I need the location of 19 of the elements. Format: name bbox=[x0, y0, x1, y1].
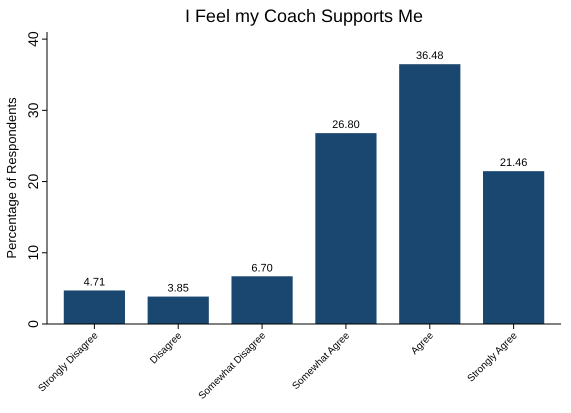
y-tick-label: 0 bbox=[25, 320, 41, 328]
bar bbox=[399, 64, 460, 324]
chart-title: I Feel my Coach Supports Me bbox=[184, 6, 424, 26]
bar bbox=[64, 290, 125, 324]
bar bbox=[315, 133, 377, 324]
data-label: 3.85 bbox=[168, 282, 189, 295]
y-axis-title: Percentage of Respondents bbox=[4, 96, 19, 259]
y-tick-label: 40 bbox=[25, 31, 41, 47]
data-label: 4.71 bbox=[84, 276, 106, 288]
bar bbox=[148, 296, 209, 324]
data-label: 26.80 bbox=[332, 119, 360, 132]
data-label: 21.46 bbox=[500, 157, 528, 170]
data-label: 6.70 bbox=[251, 262, 273, 274]
y-tick-label: 30 bbox=[25, 102, 41, 118]
y-tick-label: 10 bbox=[25, 244, 41, 261]
data-label: 36.48 bbox=[416, 50, 444, 62]
bar bbox=[483, 171, 544, 324]
y-tick-label: 20 bbox=[25, 174, 41, 190]
bar bbox=[231, 276, 293, 324]
